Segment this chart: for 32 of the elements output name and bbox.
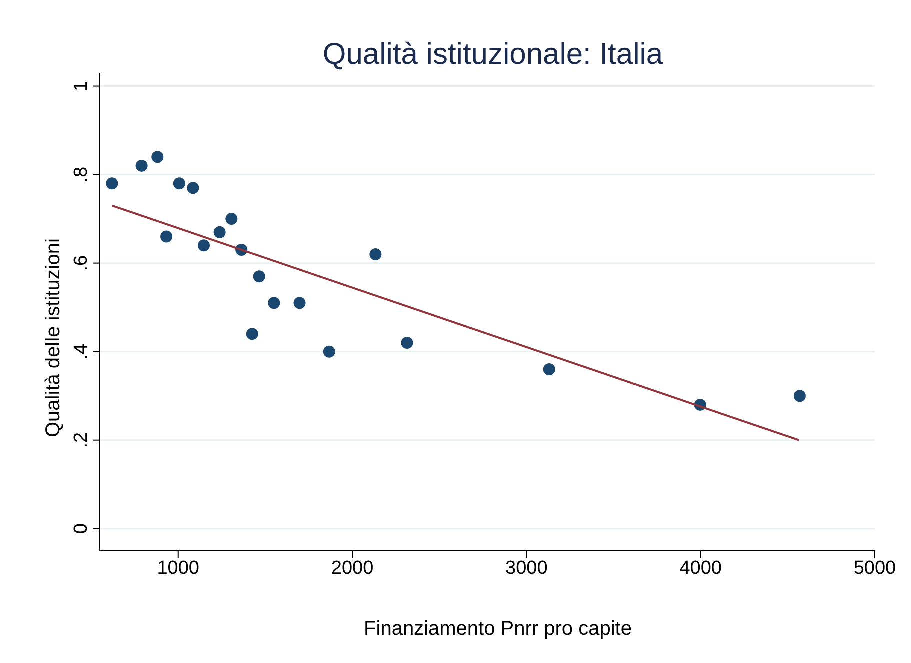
point — [106, 178, 118, 190]
point — [794, 390, 806, 402]
y-axis-title: Qualità delle istituzioni — [42, 238, 66, 438]
point — [323, 346, 336, 358]
point — [543, 364, 556, 376]
x-tick-label: 3000 — [506, 558, 548, 579]
y-tick-label: .4 — [71, 343, 92, 360]
x-tick-label: 4000 — [680, 558, 722, 579]
x-tick-label: 2000 — [331, 558, 374, 579]
x-tick-label: 5000 — [854, 558, 896, 579]
point — [253, 270, 266, 283]
x-axis-title: Finanziamento Pnrr pro capite — [363, 618, 633, 641]
point — [198, 240, 210, 252]
y-tick-label: .8 — [71, 166, 92, 183]
y-tick-label: .6 — [71, 255, 92, 272]
y-tick-label: .2 — [71, 432, 92, 448]
point — [187, 182, 200, 194]
point — [246, 328, 258, 340]
point — [294, 297, 306, 310]
point — [173, 178, 186, 190]
point — [268, 297, 280, 310]
y-tick-label: 1 — [71, 80, 92, 92]
point — [152, 151, 164, 164]
chart-title: Qualità istituzionale: Italia — [322, 38, 664, 72]
x-tick-label: 1000 — [157, 558, 200, 579]
point — [214, 226, 226, 238]
point — [370, 248, 382, 260]
point — [160, 230, 173, 243]
point — [401, 336, 414, 349]
point — [226, 213, 238, 226]
point — [136, 160, 148, 172]
y-tick-label: 0 — [71, 524, 92, 534]
